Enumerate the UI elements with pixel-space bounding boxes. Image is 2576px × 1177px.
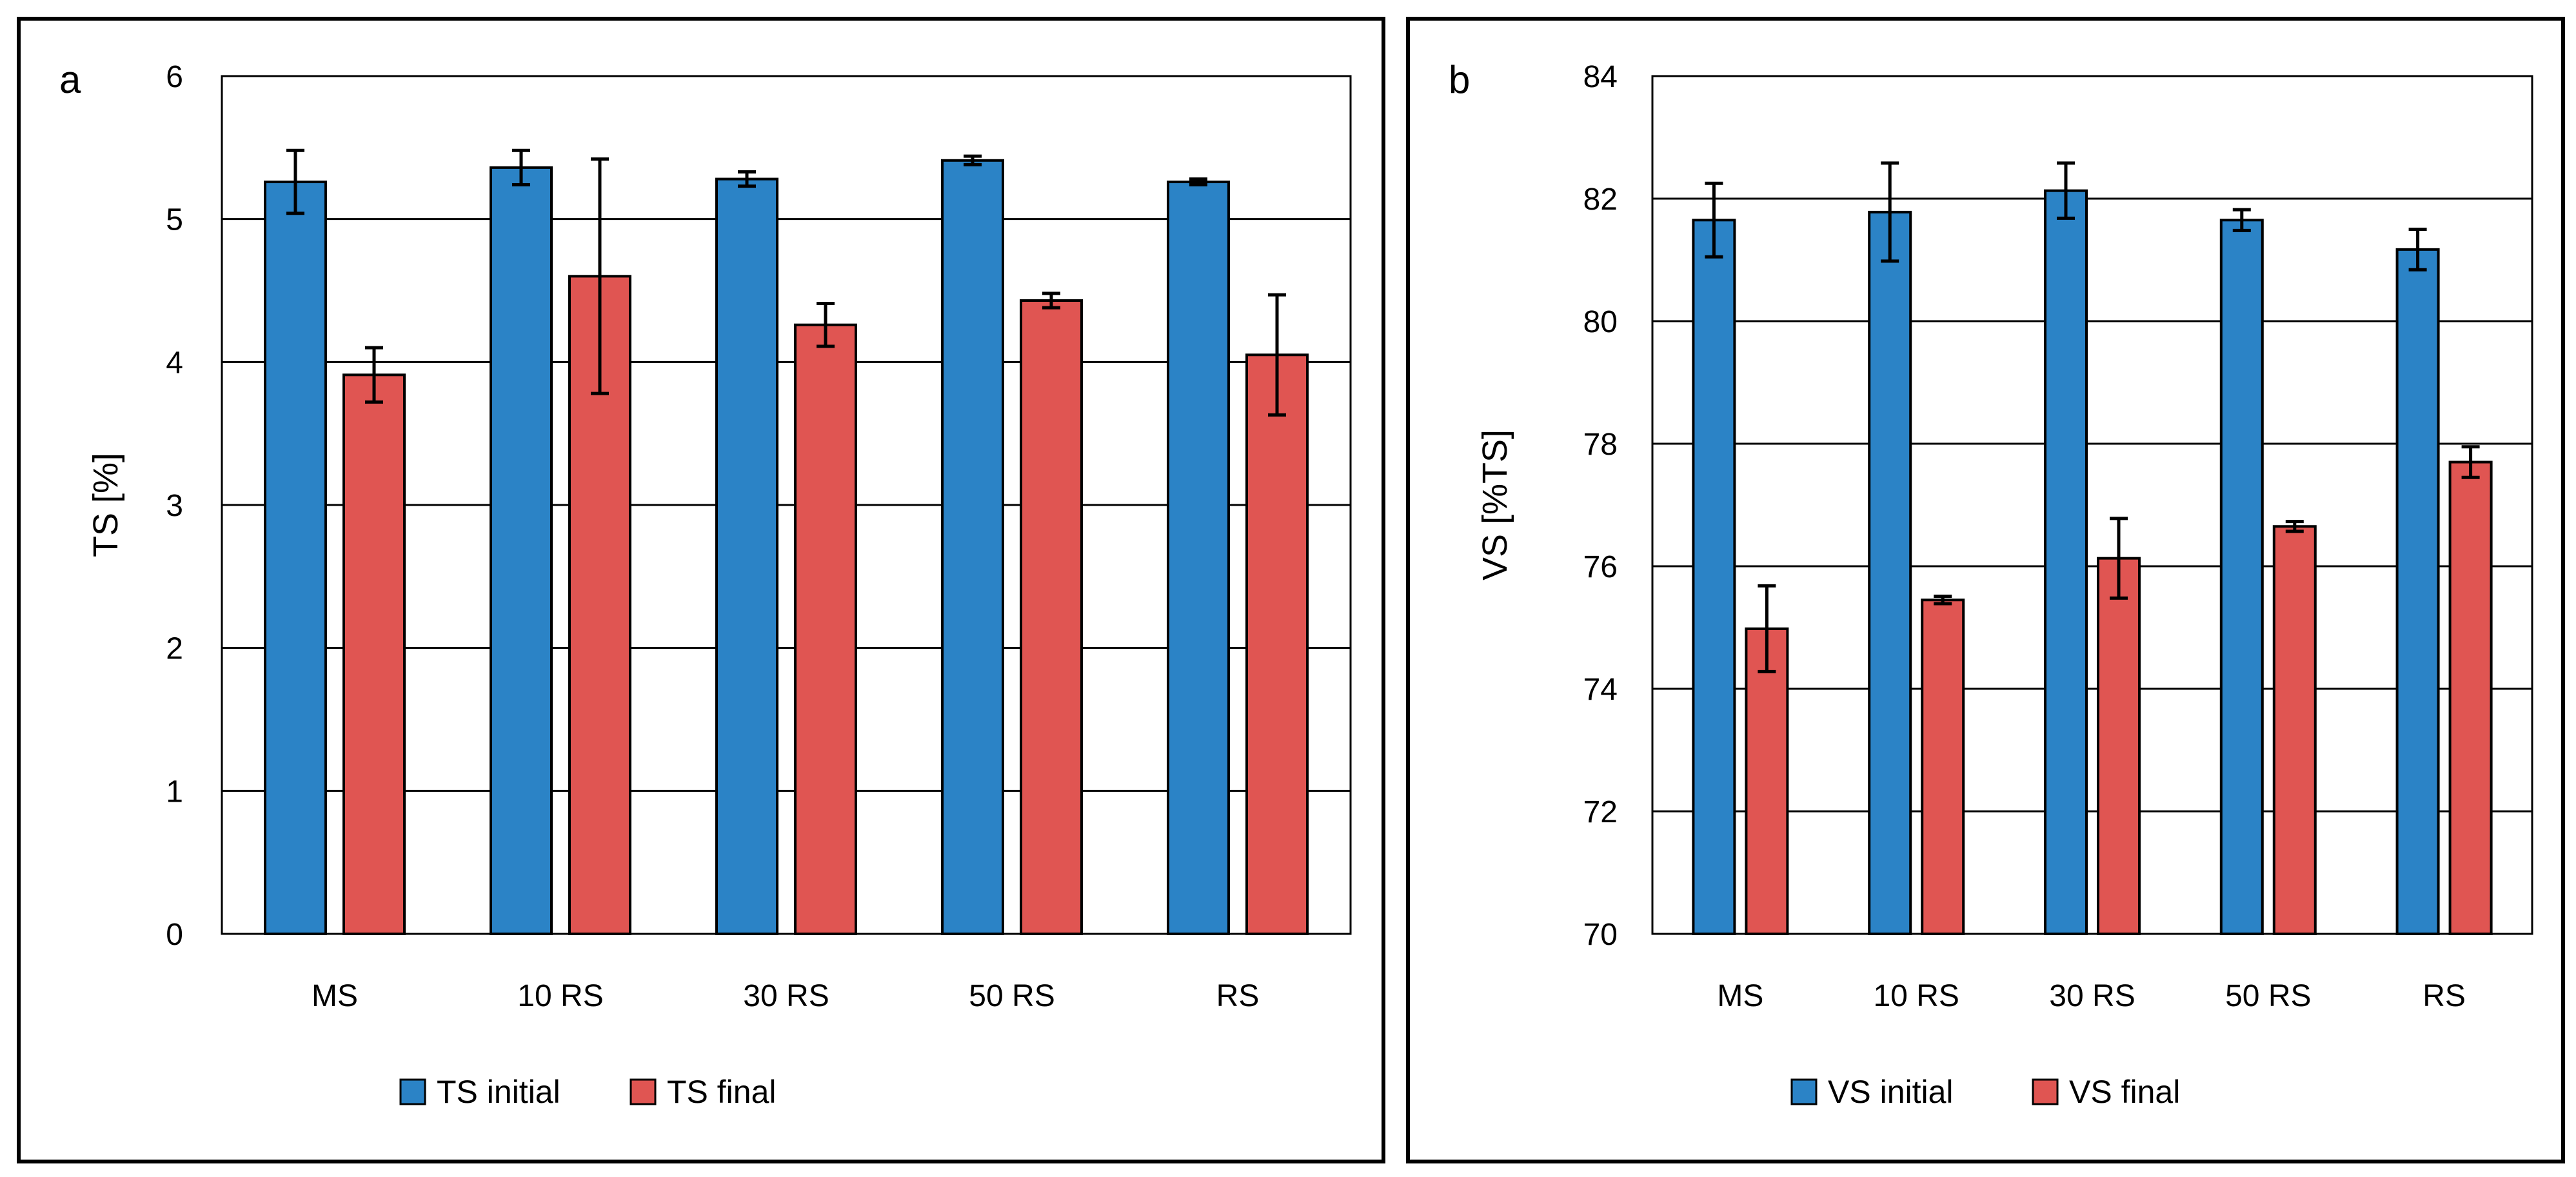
panel-label: a [59,58,81,101]
y-tick-label: 72 [1583,795,1618,829]
bar-vs-initial-rs [2395,248,2440,936]
legend-label-final: TS final [667,1074,777,1110]
bar-ts-initial-rs [1167,181,1230,936]
chart-a-svg: a 0 1 2 3 4 5 6 TS [%] MS 10 RS 30 RS 50 RS RS TS init… [59,58,1352,1110]
legend-swatch-final [629,1078,657,1105]
x-tick-label: 10 RS [517,979,603,1013]
bar-vs-initial-ms [1692,219,1736,935]
bar-vs-final-50-rs [2272,525,2317,935]
y-tick-label: 6 [166,60,183,94]
y-tick-label: 0 [166,918,183,952]
y-tick-label: 70 [1583,918,1618,952]
bar-vs-final-30-rs [2097,557,2141,935]
legend-label-initial: VS initial [1828,1074,1954,1110]
y-tick-label: 82 [1583,183,1618,217]
bar-ts-final-rs [1245,353,1309,935]
y-tick-label: 5 [166,203,183,237]
bar-vs-initial-10-rs [1868,210,1912,935]
y-tick-label: 76 [1583,550,1618,584]
chart-panel-a: a 0 1 2 3 4 5 6 TS [%] MS 10 RS 30 RS 50 RS RS TS init… [17,17,1385,1163]
bar-ts-initial-10-rs [490,166,553,935]
y-tick-label: 3 [166,489,183,523]
legend-swatch-final [2032,1078,2059,1105]
bar-vs-final-rs [2448,460,2493,935]
bar-ts-final-50-rs [1020,299,1083,935]
x-tick-label: 50 RS [969,979,1055,1013]
legend-swatch-initial [399,1078,426,1105]
panel-label: b [1449,58,1470,101]
chart-panel-b: b 70 72 74 76 78 80 82 84 VS [%TS] MS 10 RS 30 RS 50 … [1406,17,2565,1163]
y-tick-label: 78 [1583,428,1618,462]
plot-area-border [221,75,1352,935]
plot-area-border [1651,75,2533,935]
x-tick-label: RS [1216,979,1260,1013]
bar-vs-initial-50-rs [2219,219,2264,935]
bar-ts-final-30-rs [794,323,857,935]
bar-ts-final-10-rs [568,275,631,936]
x-tick-label: RS [2422,979,2466,1013]
y-tick-label: 74 [1583,673,1618,707]
bar-vs-initial-30-rs [2044,189,2088,935]
legend-swatch-initial [1790,1078,1818,1105]
legend-label-initial: TS initial [437,1074,560,1110]
x-tick-label: MS [1717,979,1763,1013]
y-axis-title: VS [%TS] [1476,430,1514,580]
x-tick-label: 10 RS [1873,979,1959,1013]
x-tick-label: 50 RS [2225,979,2311,1013]
y-tick-label: 80 [1583,305,1618,339]
bar-vs-final-ms [1745,627,1789,936]
x-tick-label: MS [312,979,358,1013]
bar-ts-initial-ms [264,181,327,936]
y-tick-label: 2 [166,632,183,666]
y-tick-label: 84 [1583,60,1618,94]
bar-ts-initial-50-rs [941,159,1004,936]
chart-b-svg: b 70 72 74 76 78 80 82 84 VS [%TS] MS 10 RS 30 RS 50 … [1449,58,2533,1110]
bar-ts-initial-30-rs [715,177,778,936]
bar-ts-final-ms [342,373,406,935]
y-axis-title: TS [%] [86,453,125,557]
y-tick-label: 1 [166,775,183,809]
x-tick-label: 30 RS [2049,979,2135,1013]
legend-label-final: VS final [2069,1074,2180,1110]
bar-vs-final-10-rs [1921,598,1965,935]
y-tick-label: 4 [166,346,183,380]
x-tick-label: 30 RS [743,979,829,1013]
